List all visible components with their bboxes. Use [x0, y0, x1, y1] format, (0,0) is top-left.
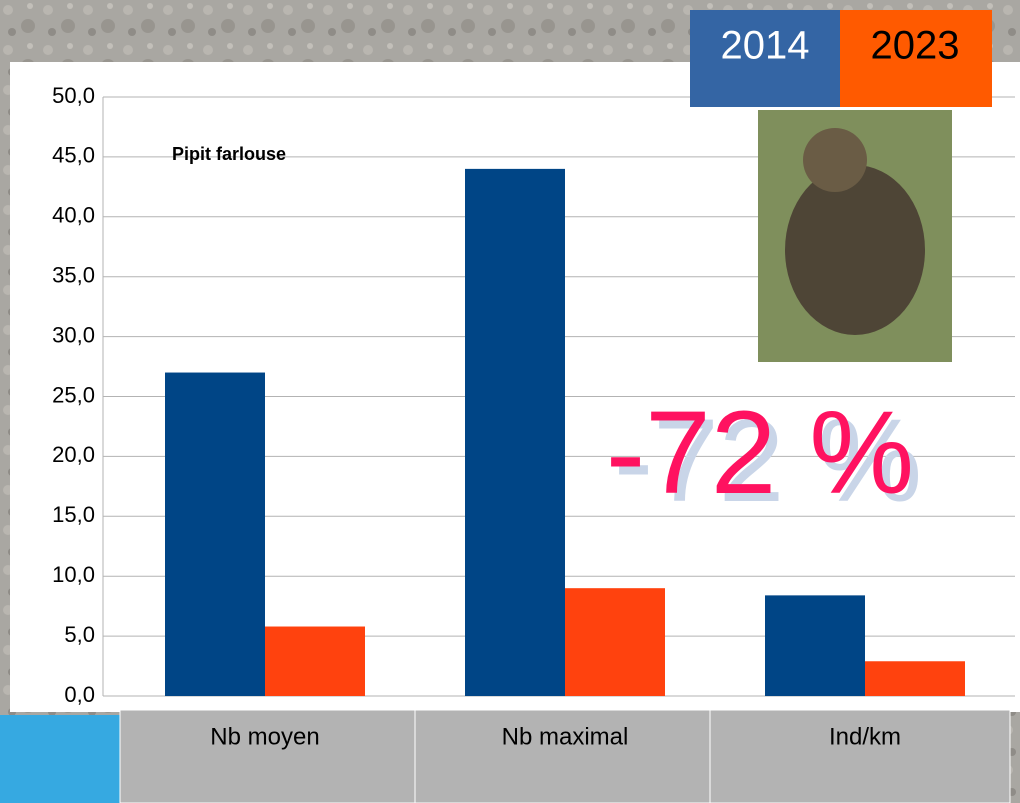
y-tick-label: 5,0 [64, 622, 95, 647]
y-tick-label: 20,0 [52, 442, 95, 467]
annotation-shadow: -72 % [614, 395, 922, 527]
table-cell [119, 709, 1011, 803]
bar [765, 595, 865, 696]
decor-block [0, 715, 125, 803]
y-tick-label: 10,0 [52, 562, 95, 587]
y-tick-label: 45,0 [52, 143, 95, 168]
y-tick-label: 25,0 [52, 382, 95, 407]
y-tick-label: 40,0 [52, 203, 95, 228]
bar [165, 372, 265, 696]
bar [865, 661, 965, 696]
y-tick-label: 35,0 [52, 263, 95, 288]
bird-photo-body [785, 165, 925, 335]
bar [465, 168, 565, 696]
bar [265, 626, 365, 696]
x-tick-label: Ind/km [829, 723, 901, 750]
x-tick-label: Nb moyen [210, 723, 319, 750]
y-tick-label: 0,0 [64, 682, 95, 707]
x-tick-label: Nb maximal [502, 723, 629, 750]
y-tick-label: 50,0 [52, 83, 95, 108]
y-tick-label: 15,0 [52, 502, 95, 527]
legend-swatch [690, 10, 840, 107]
category-table [119, 709, 1011, 803]
bar [565, 588, 665, 696]
legend-swatch [840, 10, 992, 107]
y-tick-label: 30,0 [52, 322, 95, 347]
bird-photo-head [803, 128, 867, 192]
chart-subtitle: Pipit farlouse [172, 144, 286, 164]
legend-label: 2014 [721, 24, 810, 68]
legend-label: 2023 [871, 24, 960, 68]
annotation: -72 % [606, 387, 914, 519]
